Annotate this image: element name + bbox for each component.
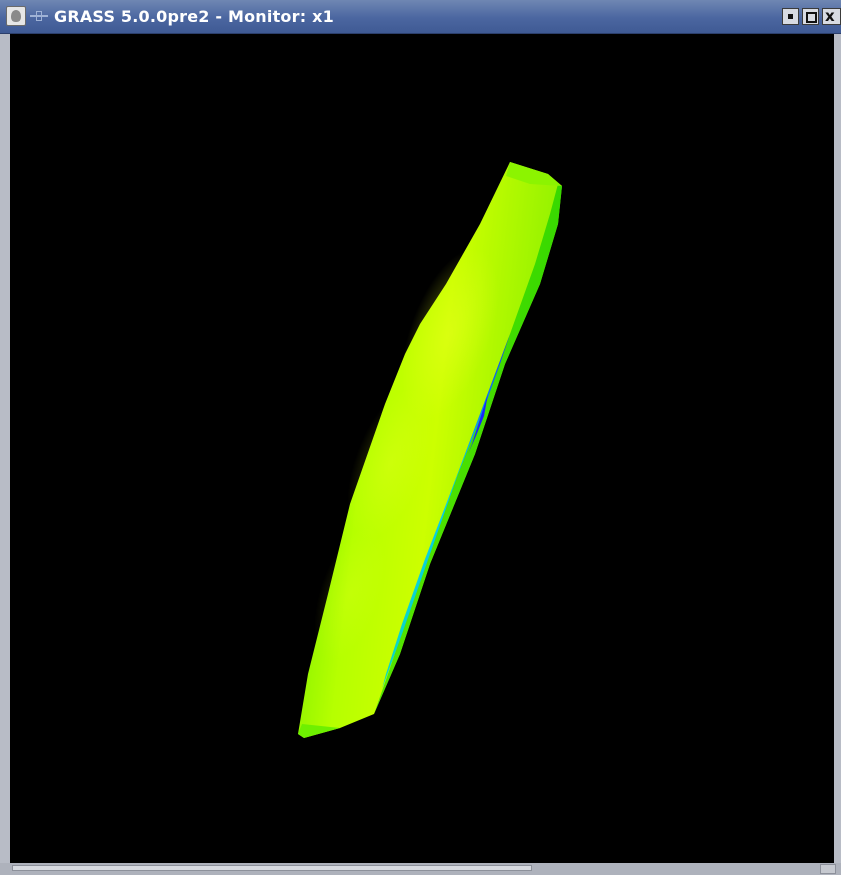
window-title: GRASS 5.0.0pre2 - Monitor: x1 bbox=[54, 7, 334, 26]
pin-icon[interactable] bbox=[30, 9, 48, 23]
surface-shaded-face bbox=[382, 334, 510, 689]
monitor-display-canvas[interactable] bbox=[10, 34, 834, 863]
close-icon: x bbox=[825, 7, 835, 25]
surface-top-face bbox=[506, 162, 562, 186]
maximize-button[interactable] bbox=[802, 8, 819, 25]
title-bar[interactable]: GRASS 5.0.0pre2 - Monitor: x1 x bbox=[0, 0, 841, 34]
rendered-3d-surface bbox=[298, 162, 562, 738]
grass-app-icon[interactable] bbox=[6, 6, 26, 26]
minimize-button[interactable] bbox=[782, 8, 799, 25]
resize-handle[interactable] bbox=[820, 864, 836, 874]
close-button[interactable]: x bbox=[822, 7, 841, 25]
horizontal-scroll-track[interactable] bbox=[12, 865, 532, 871]
surface-bottom-tip bbox=[298, 724, 340, 738]
